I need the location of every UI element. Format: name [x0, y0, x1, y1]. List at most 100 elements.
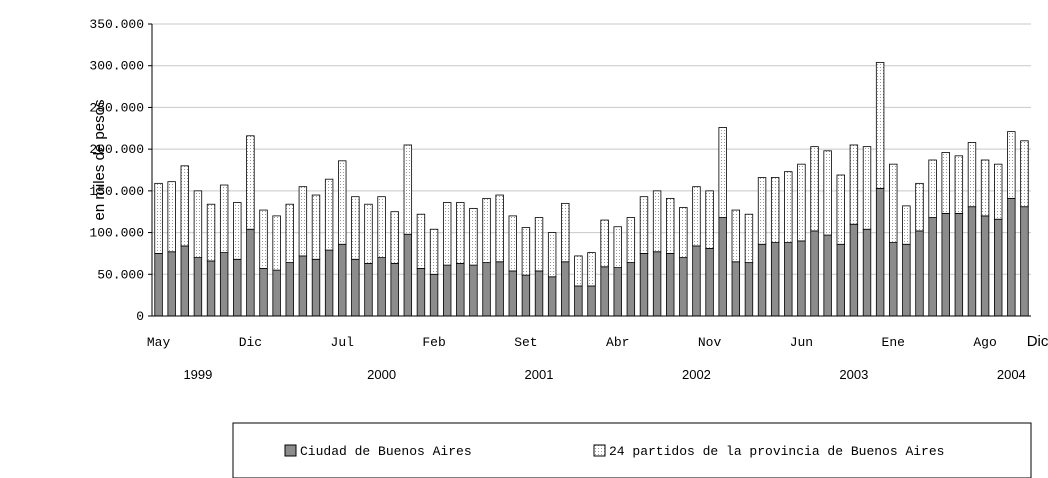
x-tick-label: Dic — [239, 335, 262, 350]
bar-ciudad — [875, 187, 885, 317]
bar-ciudad — [259, 268, 268, 317]
bar-ciudad — [180, 245, 190, 317]
x-tick-label: Jun — [790, 335, 813, 350]
bar-partidos — [915, 182, 924, 232]
bar-partidos — [967, 142, 977, 208]
bar-ciudad — [862, 228, 872, 317]
x-tick-label: Ene — [882, 335, 905, 350]
y-tick-label: 300.000 — [89, 59, 144, 74]
legend-label-partidos: 24 partidos de la provincia de Buenos Ai… — [609, 444, 944, 459]
x-tick-label: Dic — [1027, 333, 1048, 350]
x-tick-label: Set — [514, 335, 537, 350]
legend-label-ciudad: Ciudad de Buenos Aires — [300, 444, 472, 459]
bar-ciudad — [587, 285, 596, 317]
y-axis-label: en miles de pesos — [91, 100, 108, 221]
bar-ciudad — [770, 242, 780, 317]
bar-ciudad — [324, 249, 334, 317]
bar-partidos — [442, 202, 452, 266]
x-axis-labels: May Dic Jul Feb Set Abr Nov Jun Ene Ago Dic — [147, 333, 1048, 350]
y-tick-label: 100.000 — [89, 226, 144, 241]
bar-partidos — [403, 144, 413, 235]
y-tick-label: 250.000 — [89, 100, 144, 115]
bar-ciudad — [456, 263, 465, 317]
bar-partidos — [652, 190, 662, 253]
bar-ciudad — [364, 263, 373, 317]
bar-partidos — [390, 211, 399, 264]
bar-partidos — [193, 190, 203, 258]
bar-partidos — [246, 135, 255, 230]
legend: Ciudad de Buenos Aires 24 partidos de la… — [232, 422, 1032, 478]
bar-partidos — [600, 219, 609, 268]
bar-partidos — [298, 186, 308, 257]
bar-partidos — [285, 203, 294, 264]
year-label: 2003 — [839, 367, 868, 382]
bar-partidos — [574, 255, 583, 287]
bar-partidos — [849, 144, 859, 225]
bar-partidos — [757, 177, 767, 245]
bar-ciudad — [613, 267, 622, 317]
bar-ciudad — [836, 243, 845, 317]
bar-ciudad — [508, 270, 517, 317]
bar-ciudad — [692, 245, 701, 317]
bar-ciudad — [351, 258, 360, 317]
x-tick-label: Abr — [606, 335, 629, 350]
bar-ciudad — [154, 253, 163, 317]
bar-ciudad — [495, 261, 504, 317]
bar-partidos — [666, 197, 675, 254]
bar-partidos — [311, 194, 321, 260]
bar-partidos — [823, 150, 832, 236]
bar-partidos — [233, 202, 242, 260]
bar-partidos — [469, 207, 478, 266]
bar-partidos — [482, 197, 491, 264]
bar-ciudad — [915, 230, 924, 317]
bar-ciudad — [193, 257, 203, 317]
bar-partidos — [338, 160, 347, 245]
bar-ciudad — [928, 217, 937, 317]
x-tick-label: Feb — [422, 335, 445, 350]
y-tick-label: 150.000 — [89, 184, 144, 199]
bar-ciudad — [626, 262, 636, 317]
y-tick-label: 0 — [136, 309, 144, 324]
bar-ciudad — [600, 266, 609, 317]
bar-ciudad — [547, 276, 557, 317]
bar-ciudad — [442, 264, 452, 317]
bar-partidos — [705, 190, 714, 249]
bar-partidos — [272, 215, 281, 271]
bar-partidos — [534, 217, 544, 272]
bar-partidos — [1007, 131, 1016, 199]
bar-partidos — [377, 196, 386, 258]
bar-partidos — [718, 127, 727, 218]
bar-partidos — [836, 174, 845, 245]
bar-partidos — [456, 202, 465, 264]
bar-partidos — [167, 181, 176, 253]
year-label: 2000 — [367, 367, 396, 382]
year-labels: 1999 2000 2001 2002 2003 2004 — [183, 367, 1025, 382]
year-label: 1999 — [183, 367, 212, 382]
bar-partidos — [626, 217, 636, 264]
bar-partidos — [810, 146, 819, 232]
bar-partidos — [954, 155, 964, 214]
legend-frame — [232, 422, 1032, 478]
y-gridlines — [152, 23, 1031, 275]
bar-ciudad — [561, 261, 570, 317]
year-label: 2001 — [525, 367, 554, 382]
bar-ciudad — [469, 264, 478, 317]
bar-ciudad — [797, 240, 806, 317]
bar-partidos — [364, 203, 373, 264]
bar-ciudad — [784, 242, 793, 317]
bar-partidos — [613, 226, 622, 269]
bar-ciudad — [574, 285, 583, 317]
bar-ciudad — [967, 206, 977, 317]
y-tick-label: 200.000 — [89, 142, 144, 157]
legend-swatch-ciudad — [284, 444, 297, 457]
bar-ciudad — [521, 274, 531, 317]
bar-partidos — [547, 232, 557, 278]
bar-partidos — [784, 171, 793, 243]
bar-partidos — [679, 207, 688, 258]
year-label: 2004 — [997, 367, 1026, 382]
bar-ciudad — [272, 269, 281, 317]
bar-partidos — [561, 202, 570, 263]
bar-ciudad — [639, 253, 649, 317]
bar-partidos — [206, 203, 216, 262]
